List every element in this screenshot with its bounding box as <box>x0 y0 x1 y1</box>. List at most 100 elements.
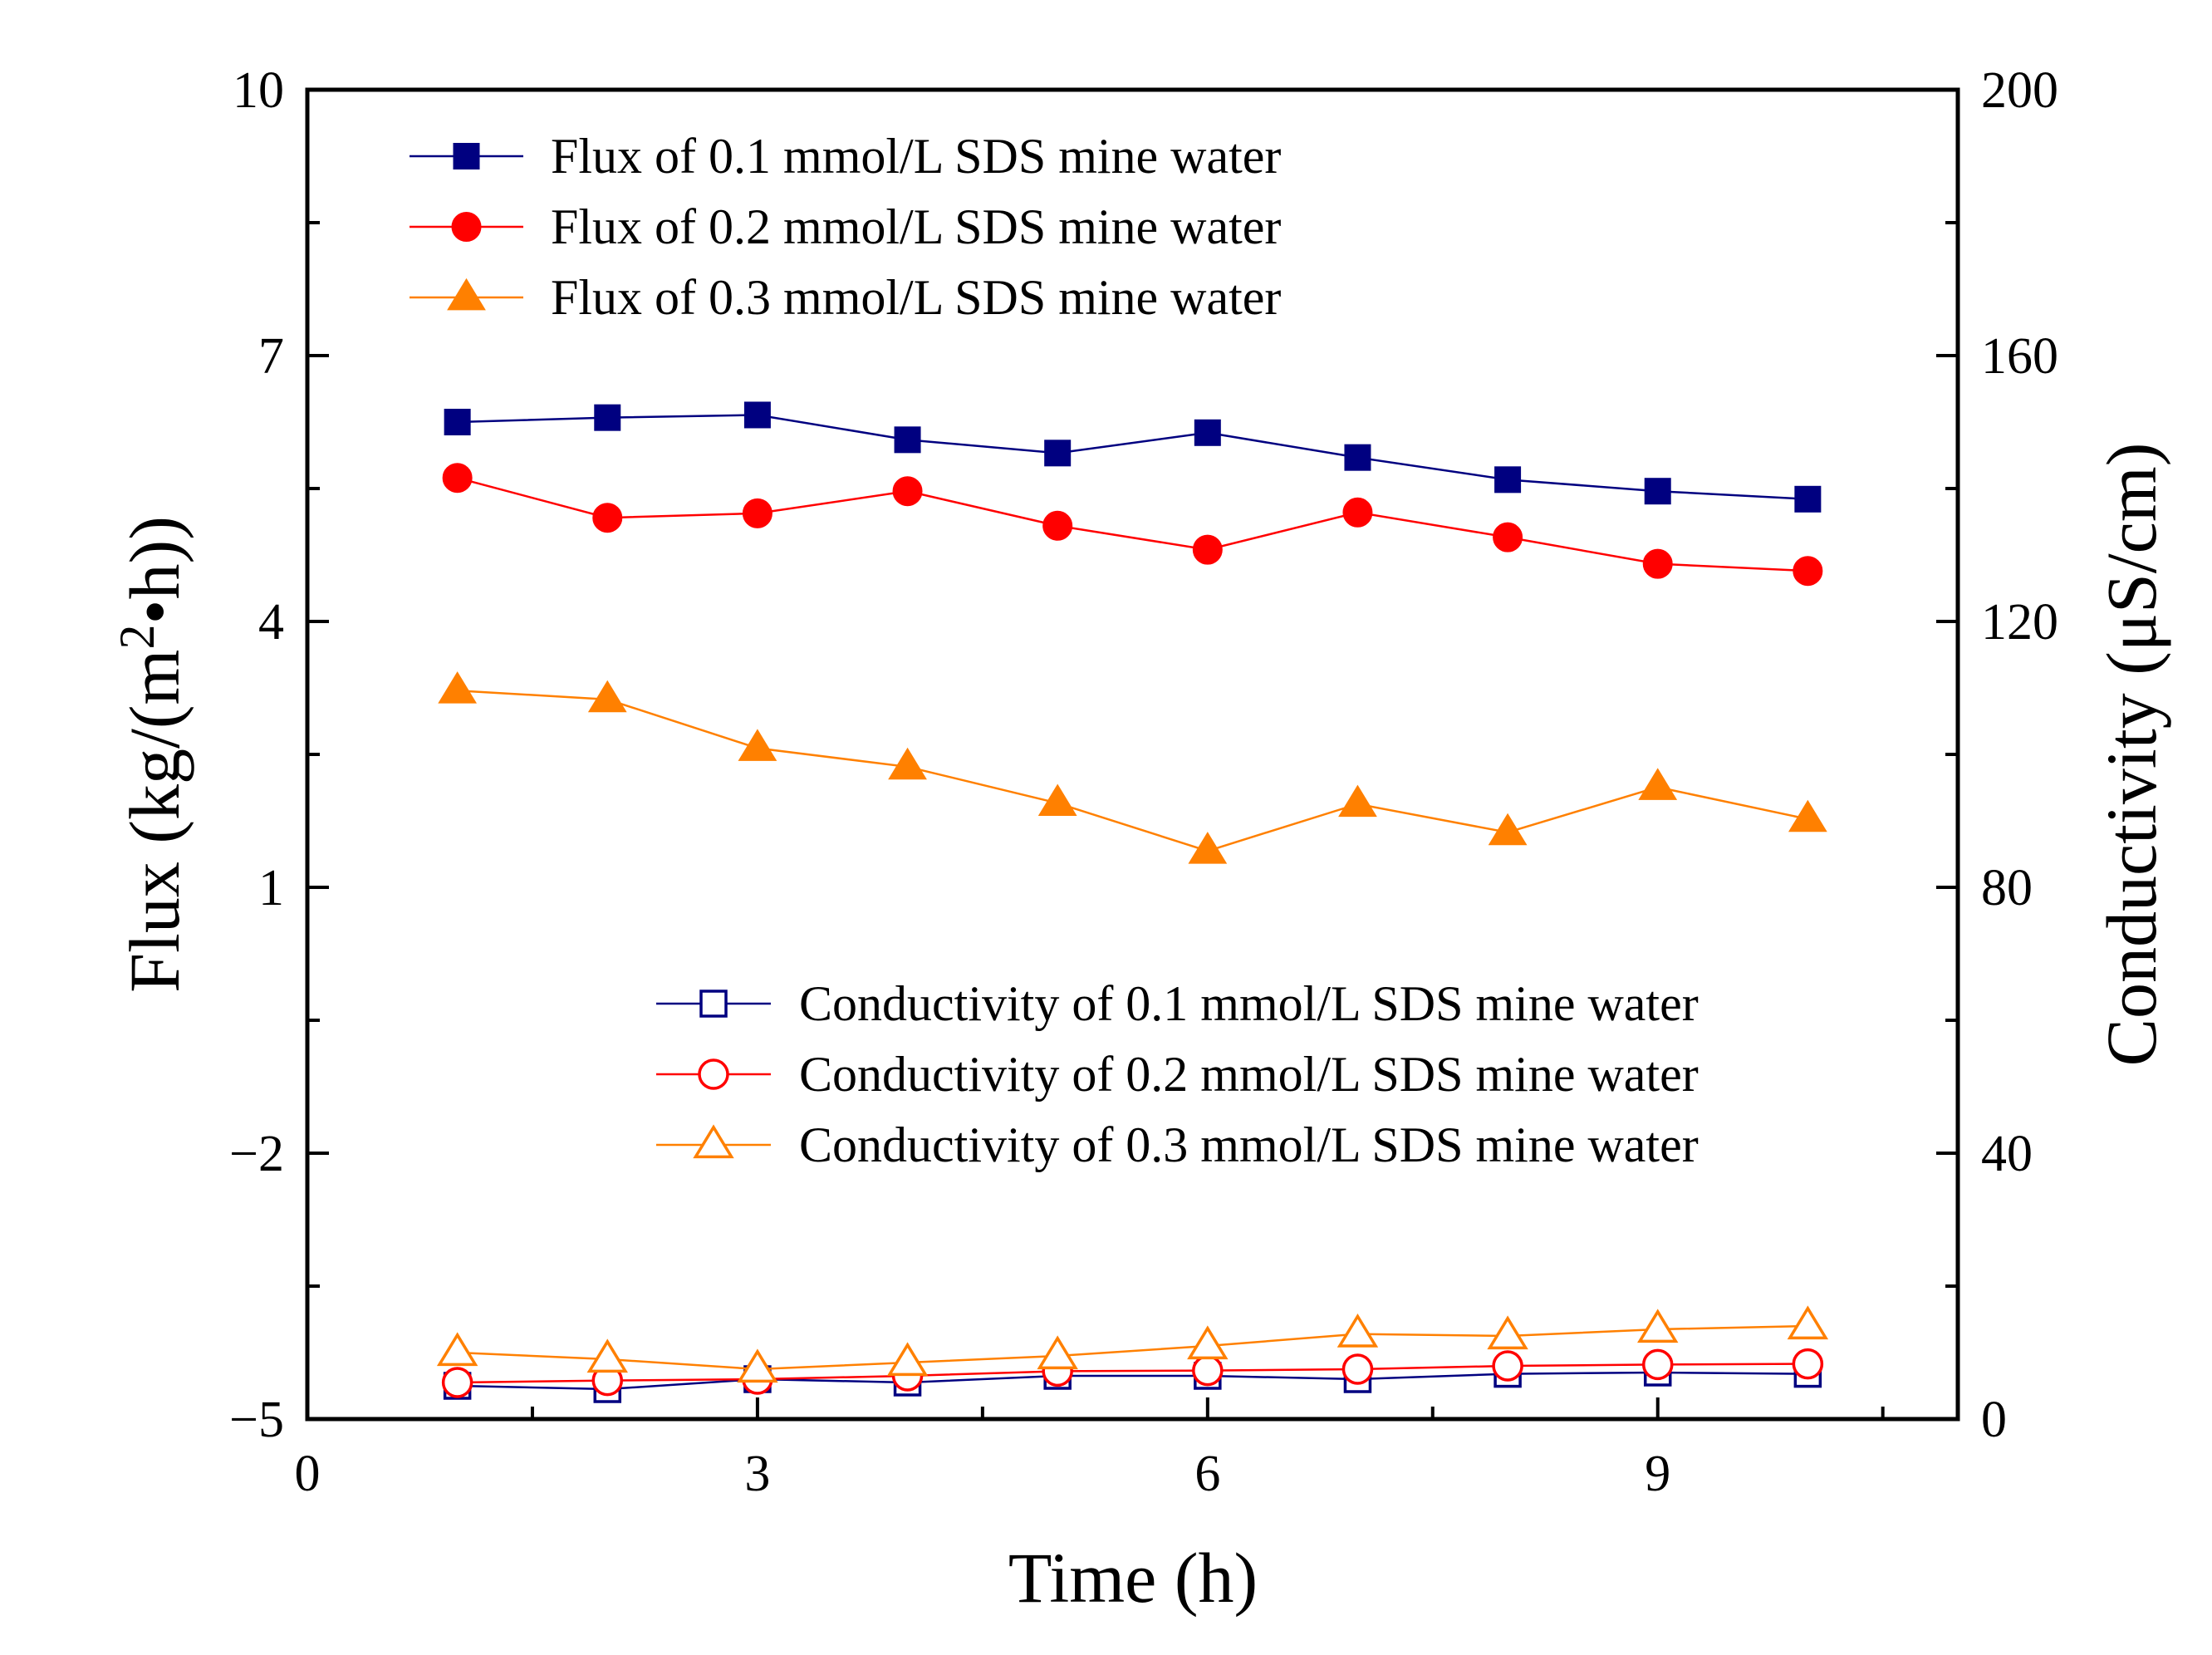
data-point <box>894 426 921 454</box>
data-point <box>1037 783 1077 817</box>
y-tick-label: 1 <box>258 860 284 916</box>
legend-2: Conductivity of 0.1 mmol/L SDS mine wate… <box>656 976 1699 1172</box>
data-point <box>444 409 471 435</box>
data-point <box>1644 478 1671 505</box>
data-point <box>738 729 777 761</box>
x-tick-label: 6 <box>1194 1446 1220 1502</box>
data-point <box>892 476 923 507</box>
data-point <box>1788 799 1827 832</box>
legend-item: Conductivity of 0.3 mmol/L SDS mine wate… <box>656 1117 1699 1172</box>
y-axis-title: Flux (kg/(m2•h)) <box>110 516 194 993</box>
x-tick-label: 3 <box>744 1446 770 1502</box>
series-line <box>457 689 1808 852</box>
data-point <box>1188 832 1228 864</box>
data-point <box>886 1342 929 1377</box>
data-point <box>1493 522 1523 552</box>
data-point <box>436 1332 478 1367</box>
data-point <box>1342 497 1373 528</box>
data-point <box>1792 1348 1824 1380</box>
data-point <box>1042 510 1073 541</box>
data-point <box>1194 419 1221 446</box>
y-tick-label: −2 <box>229 1126 284 1182</box>
legend-marker <box>699 990 728 1018</box>
data-point <box>1641 1348 1674 1381</box>
data-point <box>592 503 623 533</box>
data-point <box>1192 534 1223 565</box>
tick-labels: 0 3 6 9 −5 −2 1 4 7 10 0 40 80 120 160 200 <box>229 62 2058 1502</box>
data-point <box>442 463 473 494</box>
data-point <box>1344 444 1371 471</box>
data-point <box>1494 466 1522 494</box>
series-line <box>457 1324 1808 1371</box>
y2-tick-label: 200 <box>1981 62 2058 119</box>
data-point <box>1187 1325 1229 1360</box>
legend-label: Conductivity of 0.3 mmol/L SDS mine wate… <box>799 1117 1699 1172</box>
y2-tick-label: 40 <box>1981 1126 2033 1182</box>
legend-marker <box>693 1124 734 1159</box>
y-axis-title-main: Flux (kg/(m <box>115 650 194 993</box>
y-tick-label: 10 <box>233 62 284 119</box>
data-point <box>1488 813 1528 846</box>
legend-layer: Flux of 0.1 mmol/L SDS mine water Flux of… <box>410 129 1699 1172</box>
legend-marker <box>447 277 486 311</box>
y2-axis-title: Conductivity (μS/cm) <box>2092 443 2171 1067</box>
data-point <box>737 1348 778 1383</box>
series-2 <box>442 463 1823 587</box>
legend-item: Flux of 0.2 mmol/L SDS mine water <box>410 199 1281 254</box>
y2-tick-label: 80 <box>1981 860 2033 916</box>
series-line <box>457 1371 1808 1391</box>
series-1 <box>444 401 1822 513</box>
legend-marker <box>453 143 480 169</box>
legend-label: Flux of 0.1 mmol/L SDS mine water <box>551 129 1281 184</box>
data-point <box>1787 1305 1829 1340</box>
y-tick-label: 7 <box>258 328 284 385</box>
data-point <box>1192 1354 1224 1387</box>
legend-label: Conductivity of 0.2 mmol/L SDS mine wate… <box>799 1047 1699 1102</box>
data-point <box>594 404 621 431</box>
y2-tick-label: 160 <box>1981 328 2058 385</box>
series-line <box>457 1363 1808 1384</box>
legend-label: Flux of 0.3 mmol/L SDS mine water <box>551 270 1281 325</box>
legend-item: Conductivity of 0.2 mmol/L SDS mine wate… <box>656 1047 1699 1102</box>
x-tick-label: 9 <box>1645 1446 1670 1502</box>
legend-item: Flux of 0.3 mmol/L SDS mine water <box>410 270 1281 325</box>
y-axis-title-sup: 2 <box>110 625 164 650</box>
data-point <box>587 680 627 713</box>
legend-marker <box>698 1058 729 1090</box>
data-point <box>742 498 772 528</box>
data-point <box>1037 1335 1078 1370</box>
x-tick-label: 0 <box>295 1446 321 1502</box>
data-point <box>1487 1315 1528 1350</box>
y2-tick-label: 120 <box>1981 594 2058 651</box>
data-point <box>1638 768 1678 800</box>
series-layer <box>436 401 1829 1403</box>
data-point <box>441 1367 473 1398</box>
data-point <box>888 747 927 780</box>
series-3 <box>438 671 1827 864</box>
legend-label: Conductivity of 0.1 mmol/L SDS mine wate… <box>799 976 1699 1031</box>
x-axis-title: Time (h) <box>1008 1538 1258 1618</box>
data-point <box>1338 784 1377 818</box>
data-point <box>1337 1314 1379 1348</box>
legend-marker <box>451 212 482 242</box>
y-tick-label: 4 <box>258 594 284 651</box>
series-line <box>457 476 1808 572</box>
axis-ticks <box>306 88 1958 1421</box>
data-point <box>743 401 771 429</box>
series-line <box>457 414 1808 501</box>
data-point <box>1793 556 1823 587</box>
legend-1: Flux of 0.1 mmol/L SDS mine water Flux of… <box>410 129 1281 325</box>
y2-tick-label: 0 <box>1981 1392 2007 1448</box>
data-point <box>1642 548 1673 579</box>
data-point <box>1341 1353 1374 1385</box>
series-6 <box>436 1305 1829 1383</box>
legend-label: Flux of 0.2 mmol/L SDS mine water <box>551 199 1281 254</box>
y-axis-title-tail: •h)) <box>115 516 194 624</box>
data-point <box>438 671 478 704</box>
data-point <box>1492 1350 1523 1382</box>
legend-item: Flux of 0.1 mmol/L SDS mine water <box>410 129 1281 184</box>
data-point <box>1794 485 1822 513</box>
data-point <box>1637 1309 1679 1343</box>
data-point <box>1044 440 1072 467</box>
y-tick-label: −5 <box>229 1392 284 1448</box>
